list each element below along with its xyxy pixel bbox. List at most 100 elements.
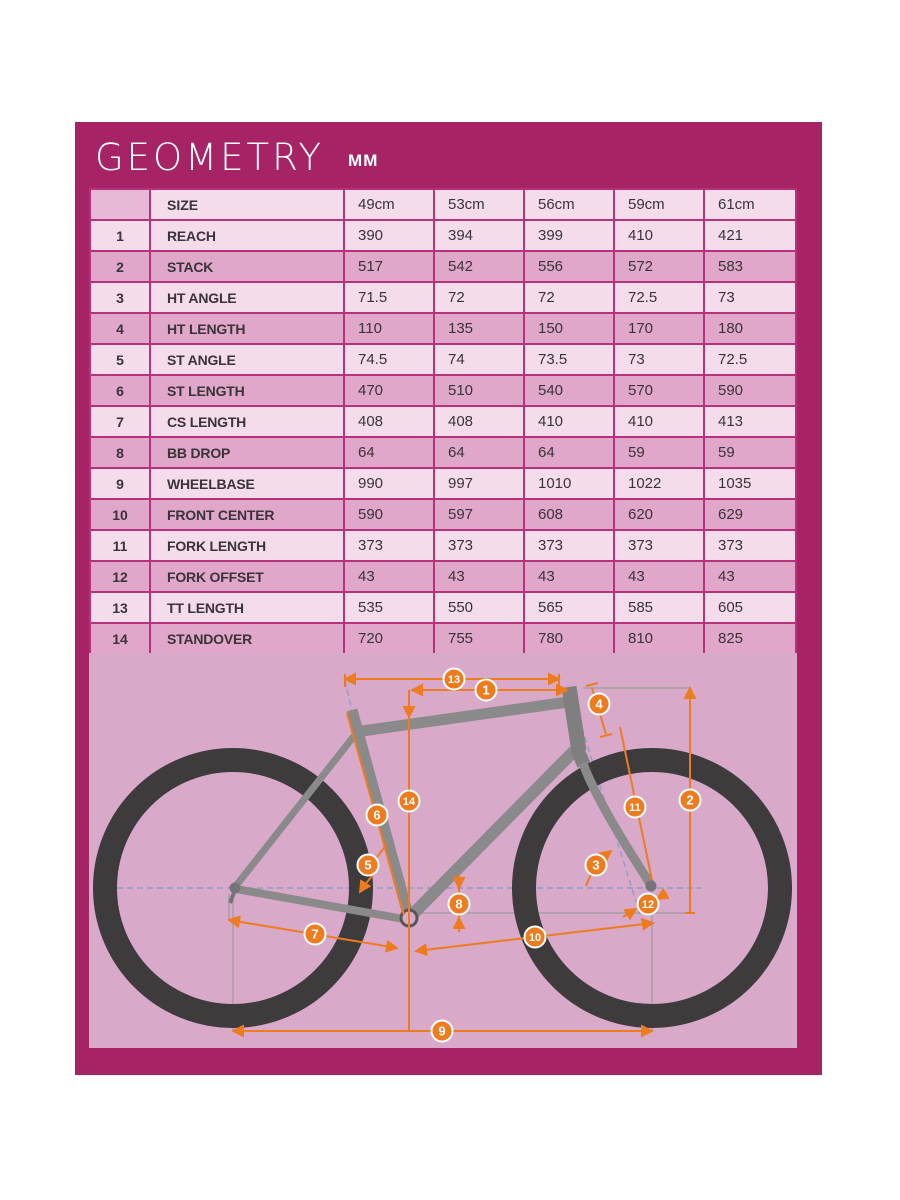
callout-circle-3 xyxy=(584,853,608,877)
column-header-56cm: 56cm xyxy=(525,190,615,221)
row-label-stack: STACK xyxy=(151,252,345,283)
table-value: 608 xyxy=(525,500,615,531)
table-value: 470 xyxy=(345,376,435,407)
row-label-ht-angle: HT ANGLE xyxy=(151,283,345,314)
table-value: 59 xyxy=(705,438,795,469)
callout-number-4: 4 xyxy=(595,697,603,712)
row-number: 3 xyxy=(91,283,151,314)
table-value: 421 xyxy=(705,221,795,252)
table-value: 755 xyxy=(435,624,525,655)
row-number: 1 xyxy=(91,221,151,252)
callout-number-11: 11 xyxy=(629,802,641,814)
front-dropout xyxy=(645,880,657,892)
row-label-cs-length: CS LENGTH xyxy=(151,407,345,438)
row-number: 4 xyxy=(91,314,151,345)
dim-st-angle-arc xyxy=(358,843,388,894)
callout-number-3: 3 xyxy=(592,858,599,873)
table-value: 72 xyxy=(435,283,525,314)
row-number: 14 xyxy=(91,624,151,655)
table-value: 43 xyxy=(705,562,795,593)
callout-number-13: 13 xyxy=(448,674,460,686)
table-value: 64 xyxy=(345,438,435,469)
table-value: 605 xyxy=(705,593,795,624)
row-number: 5 xyxy=(91,345,151,376)
row-number: 13 xyxy=(91,593,151,624)
table-value: 73 xyxy=(705,283,795,314)
callout-circle-9 xyxy=(430,1019,454,1043)
callout-number-8: 8 xyxy=(455,897,462,912)
table-value: 74 xyxy=(435,345,525,376)
table-value: 43 xyxy=(435,562,525,593)
row-number: 7 xyxy=(91,407,151,438)
table-value: 135 xyxy=(435,314,525,345)
callout-number-6: 6 xyxy=(373,808,380,823)
table-value: 997 xyxy=(435,469,525,500)
bike-diagram: 1 2 3 4 5 6 7 8 9 10 11 12 13 14 xyxy=(89,653,797,1048)
row-label-fork-offset: FORK OFFSET xyxy=(151,562,345,593)
table-value: 74.5 xyxy=(345,345,435,376)
callout-circle-1 xyxy=(474,678,498,702)
table-value: 565 xyxy=(525,593,615,624)
table-value: 629 xyxy=(705,500,795,531)
row-label-standover: STANDOVER xyxy=(151,624,345,655)
table-value: 394 xyxy=(435,221,525,252)
down-tube xyxy=(406,743,582,921)
column-header-53cm: 53cm xyxy=(435,190,525,221)
table-value: 170 xyxy=(615,314,705,345)
table-value: 410 xyxy=(615,221,705,252)
table-value: 1035 xyxy=(705,469,795,500)
table-value: 585 xyxy=(615,593,705,624)
callout-number-5: 5 xyxy=(364,858,371,873)
callout-circle-14 xyxy=(397,789,421,813)
table-value: 1022 xyxy=(615,469,705,500)
table-value: 780 xyxy=(525,624,615,655)
head-tube xyxy=(561,685,587,753)
table-value: 556 xyxy=(525,252,615,283)
derailleur-hanger xyxy=(228,889,237,904)
callout-number-1: 1 xyxy=(482,683,489,698)
table-value: 570 xyxy=(615,376,705,407)
frame xyxy=(232,685,655,924)
table-value: 72.5 xyxy=(615,283,705,314)
table-value: 1010 xyxy=(525,469,615,500)
callout-circle-2 xyxy=(678,788,702,812)
row-label-wheelbase: WHEELBASE xyxy=(151,469,345,500)
column-header-49cm: 49cm xyxy=(345,190,435,221)
row-label-st-angle: ST ANGLE xyxy=(151,345,345,376)
table-value: 390 xyxy=(345,221,435,252)
row-label-reach: REACH xyxy=(151,221,345,252)
row-number: 11 xyxy=(91,531,151,562)
table-value: 535 xyxy=(345,593,435,624)
table-value: 590 xyxy=(345,500,435,531)
table-value: 43 xyxy=(345,562,435,593)
table-value: 399 xyxy=(525,221,615,252)
row-number: 2 xyxy=(91,252,151,283)
table-value: 73 xyxy=(615,345,705,376)
geometry-panel: GEOMETRY MM SIZE 49cm 53cm 56cm 59cm 61cm 1 REAC… xyxy=(75,122,822,1075)
table-value: 180 xyxy=(705,314,795,345)
callout-circle-10 xyxy=(523,925,547,949)
table-value: 64 xyxy=(525,438,615,469)
row-label-st-length: ST LENGTH xyxy=(151,376,345,407)
rear-dropout xyxy=(229,882,241,894)
row-label-bb-drop: BB DROP xyxy=(151,438,345,469)
row-number: 9 xyxy=(91,469,151,500)
fork-crown xyxy=(570,746,591,768)
table-value: 410 xyxy=(615,407,705,438)
table-value: 71.5 xyxy=(345,283,435,314)
chainstay xyxy=(235,885,410,924)
callout-circle-8 xyxy=(447,892,471,916)
callout-circle-7 xyxy=(303,922,327,946)
row-label-ht-length: HT LENGTH xyxy=(151,314,345,345)
column-header-61cm: 61cm xyxy=(705,190,795,221)
table-value: 373 xyxy=(525,531,615,562)
callout-number-12: 12 xyxy=(642,899,654,911)
table-value: 373 xyxy=(705,531,795,562)
callout-number-14: 14 xyxy=(403,796,416,808)
table-value: 597 xyxy=(435,500,525,531)
table-value: 542 xyxy=(435,252,525,283)
row-number: 6 xyxy=(91,376,151,407)
table-value: 550 xyxy=(435,593,525,624)
table-value: 510 xyxy=(435,376,525,407)
